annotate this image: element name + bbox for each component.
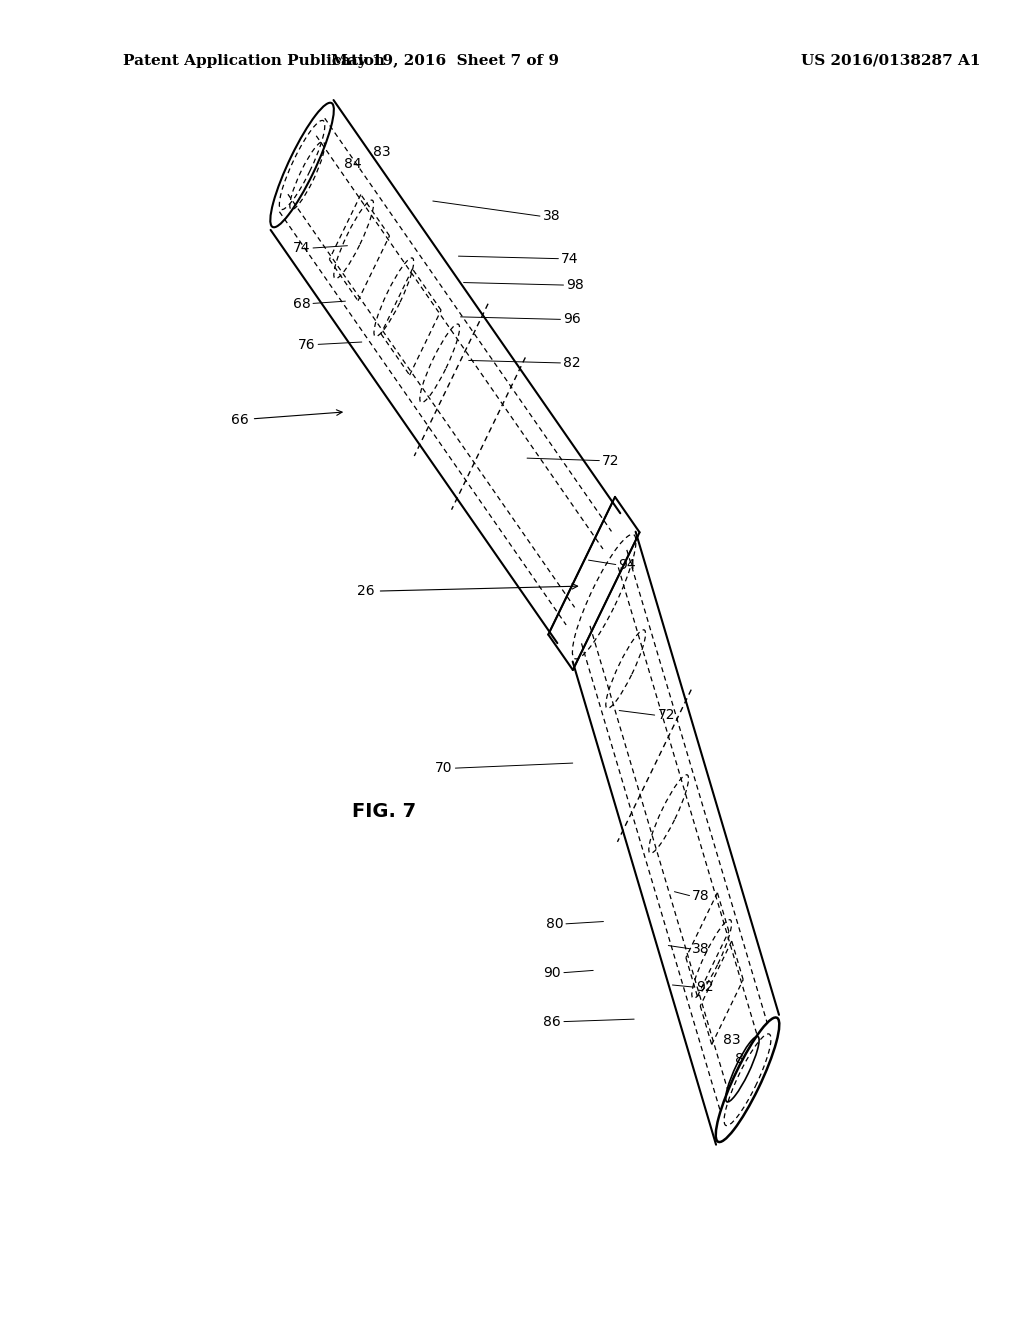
Text: 38: 38 bbox=[692, 942, 710, 956]
Text: FIG. 7: FIG. 7 bbox=[352, 803, 416, 821]
Text: 26: 26 bbox=[357, 583, 578, 598]
Text: 72: 72 bbox=[602, 454, 620, 467]
Text: 76: 76 bbox=[298, 338, 315, 351]
Text: 96: 96 bbox=[563, 313, 581, 326]
Text: Patent Application Publication: Patent Application Publication bbox=[123, 54, 385, 67]
Text: 72: 72 bbox=[657, 709, 675, 722]
Text: 86: 86 bbox=[544, 1015, 561, 1028]
Text: 74: 74 bbox=[293, 242, 310, 255]
Ellipse shape bbox=[716, 1018, 779, 1142]
Text: 66: 66 bbox=[231, 409, 342, 426]
Text: US 2016/0138287 A1: US 2016/0138287 A1 bbox=[801, 54, 981, 67]
Text: 88: 88 bbox=[735, 1052, 753, 1065]
Text: 82: 82 bbox=[563, 356, 581, 370]
Text: 83: 83 bbox=[373, 145, 391, 158]
Text: 70: 70 bbox=[435, 762, 453, 775]
Text: 78: 78 bbox=[692, 890, 710, 903]
Text: 68: 68 bbox=[293, 297, 310, 310]
Text: 98: 98 bbox=[566, 279, 584, 292]
Text: 90: 90 bbox=[544, 966, 561, 979]
Text: 94: 94 bbox=[618, 558, 636, 572]
Text: 80: 80 bbox=[546, 917, 563, 931]
Text: 84: 84 bbox=[344, 157, 362, 170]
Text: 38: 38 bbox=[543, 210, 560, 223]
Text: May 19, 2016  Sheet 7 of 9: May 19, 2016 Sheet 7 of 9 bbox=[332, 54, 559, 67]
Text: 92: 92 bbox=[696, 981, 714, 994]
Text: 83: 83 bbox=[723, 1034, 740, 1047]
Text: 74: 74 bbox=[561, 252, 579, 265]
